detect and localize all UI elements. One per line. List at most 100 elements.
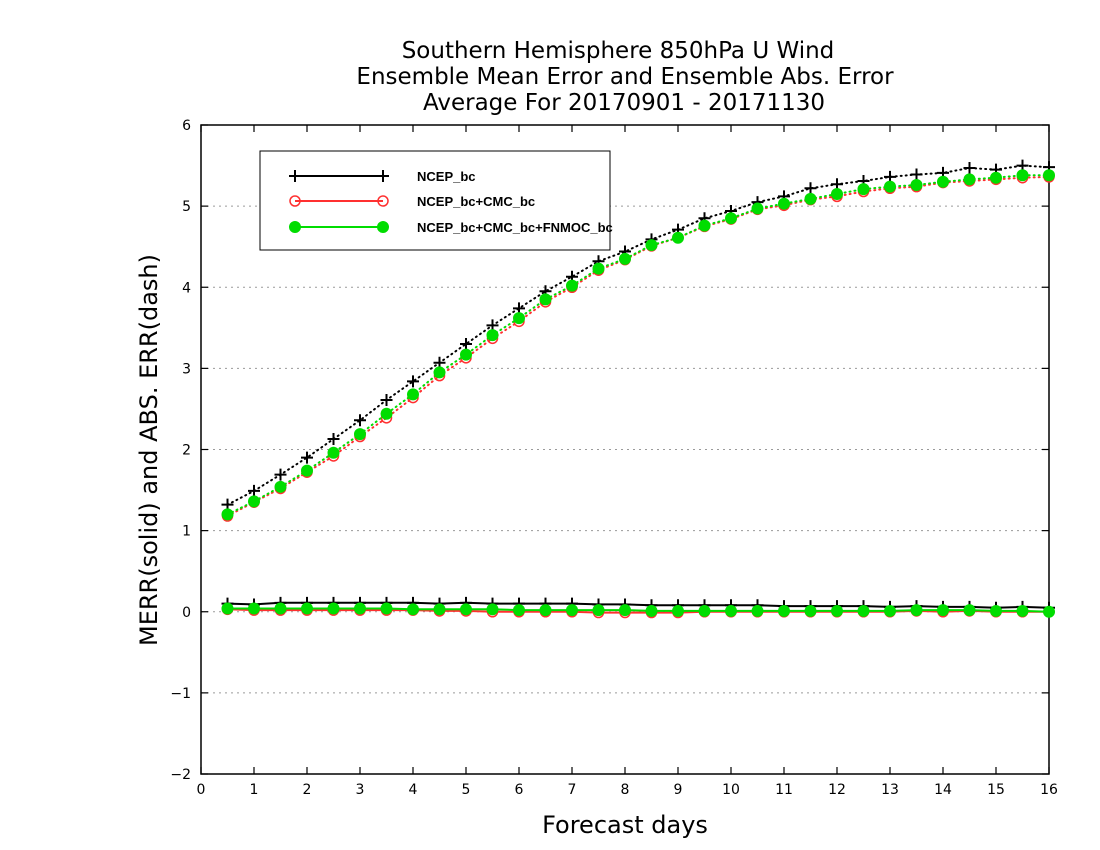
x-tick-label-7: 7 [568,782,577,798]
series-2-mean-err-point-6 [380,602,393,615]
series-2-mean-err-point-16 [645,604,658,617]
series-2-mean-err-point-27 [937,604,949,617]
y-tick-label-1: −1 [170,686,191,702]
series-2-mean-err-point-0 [221,602,234,615]
legend: NCEP_bc NCEP_bc+CMC_bc NCEP_bc+CMC_bc+FNMO… [259,150,613,251]
series-2-mean-err-point-2 [274,602,287,615]
series-2-mean-err-point-18 [698,604,711,617]
series-2-mean-err-point-22 [804,604,817,617]
series-2-abs-err-point-27 [937,175,949,188]
x-tick-label-3: 3 [356,782,365,798]
y-tick-label-5: 3 [182,361,191,377]
series-2-mean-err-point-24 [857,604,870,617]
series-2-abs-err-point-30 [1016,169,1029,182]
x-tick-label-4: 4 [409,782,418,798]
series-2-abs-err-point-10 [486,329,499,342]
series-2-abs-err-point-17 [672,231,684,244]
series-2-mean-err-point-25 [884,604,896,617]
x-tick-label-8: 8 [621,782,630,798]
series-2-mean-err-point-4 [327,602,340,615]
y-axis-label: MERR(solid) and ABS. ERR(dash) [135,254,163,646]
series-2-abs-err-point-5 [354,428,366,441]
legend-label-2: NCEP_bc+CMC_bc+FNMOC_bc [417,220,613,235]
series-2-mean-err-point-15 [619,604,631,617]
series-2-mean-err-point-10 [486,603,499,616]
y-tick-label-6: 4 [182,280,191,296]
series-2-abs-err-point-13 [566,279,578,292]
series-2-abs-err-point-15 [619,252,631,265]
x-tick-label-12: 12 [828,782,846,798]
series-2-mean-err-point-11 [513,604,525,617]
x-tick-label-1: 1 [250,782,259,798]
y-tick-label-4: 2 [182,443,191,459]
series-2-mean-err-point-5 [354,602,366,615]
chart-title: Southern Hemisphere 850hPa U Wind Ensemb… [356,38,894,116]
legend-marker-right-0 [377,170,389,182]
title-line-3: Average For 20170901 - 20171130 [423,90,825,116]
legend-marker-right-1 [377,195,389,207]
series-0-abs-err-point-2 [274,468,287,481]
x-tick-label-6: 6 [515,782,524,798]
y-tick-label-8: 6 [182,118,191,134]
series-2-mean-err-point-31 [1043,605,1055,618]
legend-marker-left-2 [289,221,301,233]
series-2-mean-err-point-7 [407,603,419,616]
legend-marker-left-0 [289,170,301,182]
series-0-abs-err-point-6 [380,394,393,407]
series-2-abs-err-point-1 [248,495,260,508]
gridlines [201,205,1049,694]
series-2-mean-err-point-28 [963,604,976,617]
x-tick-label-0: 0 [197,782,206,798]
series-2-mean-err-point-14 [592,604,605,617]
series-2-mean-err-point-30 [1016,604,1029,617]
series-2-mean-err-point-29 [990,604,1002,617]
legend-marker-right-2 [377,221,389,233]
x-axis-label: Forecast days [542,811,708,839]
series-2-mean-err-point-13 [566,604,578,617]
series-0-abs-err-point-4 [327,432,340,445]
title-line-2: Ensemble Mean Error and Ensemble Abs. Er… [356,64,894,90]
series-2-abs-err-point-19 [725,212,737,225]
series-2-abs-err-point-20 [751,202,764,215]
series-2 [221,169,1055,618]
x-tick-label-2: 2 [303,782,312,798]
series-2-abs-err-point-12 [539,293,552,306]
x-tick-label-5: 5 [462,782,471,798]
series-0-abs-err-point-26 [910,168,923,181]
legend-marker-left-1 [289,195,301,207]
series-0-abs-err-point-3 [301,451,313,464]
x-tick-label-13: 13 [881,782,899,798]
series-2-abs-err-point-28 [963,173,976,186]
x-tick-label-9: 9 [674,782,683,798]
series-2-abs-err-point-6 [380,407,393,420]
series-2-mean-err-point-19 [725,604,737,617]
series-2-mean-err-point-21 [778,604,790,617]
series-2-abs-err-point-2 [274,480,287,493]
series-2-mean-err-point-9 [460,603,472,616]
series-2-mean-err-point-12 [539,604,552,617]
series-0-abs-err-point-28 [963,161,976,174]
x-tick-label-14: 14 [934,782,952,798]
legend-label-1: NCEP_bc+CMC_bc [417,194,535,209]
y-tick-label-0: −2 [170,767,191,783]
series-2-abs-err-point-26 [910,179,923,192]
series-2-abs-err-point-8 [433,366,446,379]
series-2-abs-err-point-11 [513,312,525,325]
series-2-abs-err-point-29 [990,171,1002,184]
series-2-abs-err-point-31 [1043,169,1055,182]
series-2-abs-err-point-18 [698,219,711,232]
series-2-abs-err-point-7 [407,388,419,401]
series-layer [221,159,1055,619]
series-2-mean-err-point-3 [301,602,313,615]
series-2-abs-err-point-14 [592,262,605,275]
series-2-mean-err-point-1 [248,602,260,615]
series-2-abs-err-point-25 [884,180,896,193]
series-0-abs-err-point-22 [804,182,817,195]
series-2-mean-err-point-20 [751,604,764,617]
series-2-abs-err-point-21 [778,197,790,210]
series-0-abs-err-point-7 [407,375,419,388]
series-0-abs-err-point-9 [460,338,472,351]
x-tick-label-15: 15 [987,782,1005,798]
